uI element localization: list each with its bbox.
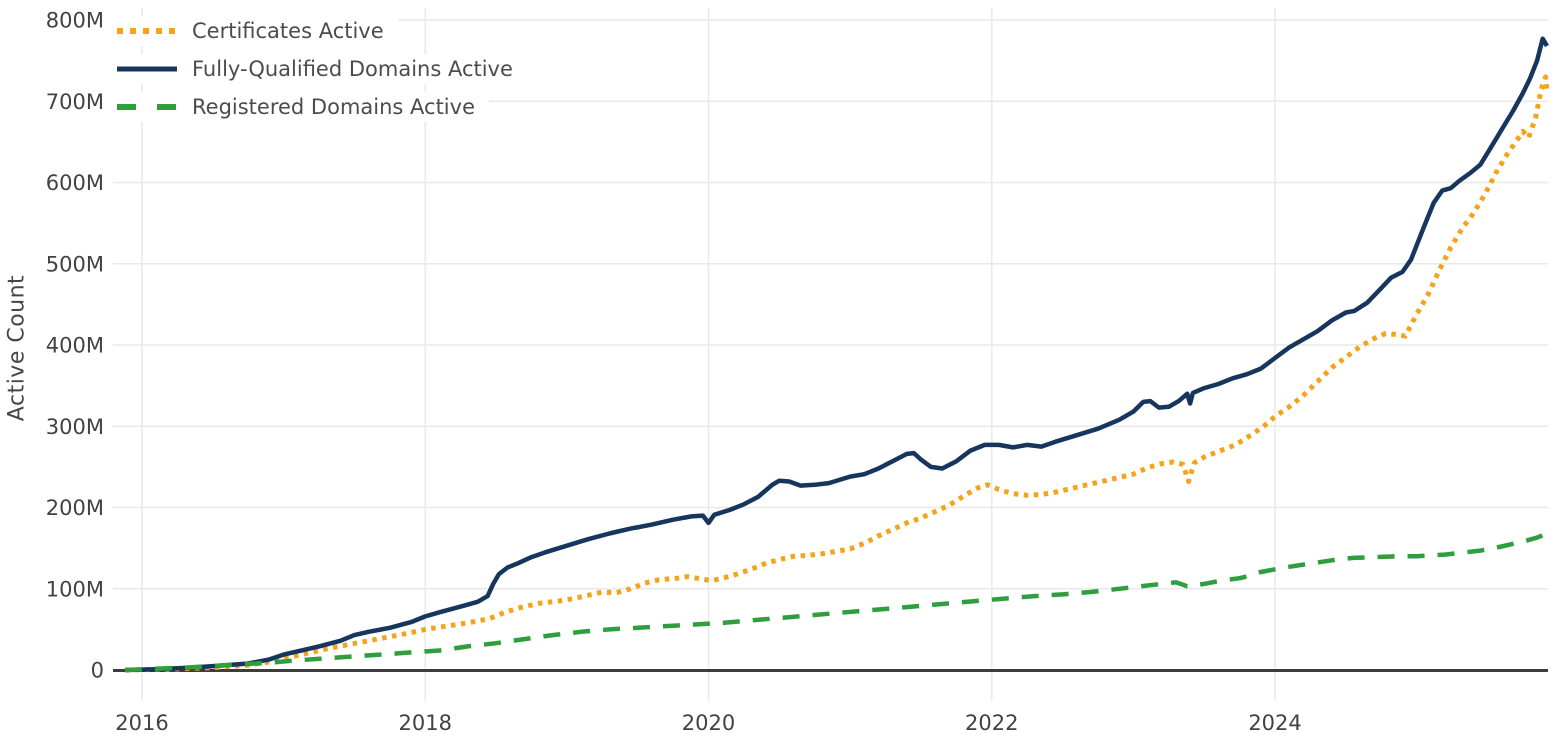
y-tick-label-700M: 700M xyxy=(46,90,104,114)
legend-item-fully-qualified-domains-active[interactable]: Fully-Qualified Domains Active xyxy=(108,54,527,84)
legend-label: Certificates Active xyxy=(192,19,384,43)
y-tick-label-500M: 500M xyxy=(46,252,104,276)
y-tick-label-600M: 600M xyxy=(46,171,104,195)
y-tick-label-400M: 400M xyxy=(46,334,104,358)
y-axis-title: Active Count xyxy=(4,274,30,422)
legend-item-registered-domains-active[interactable]: Registered Domains Active xyxy=(108,92,489,122)
series-line-registered-domains-active[interactable] xyxy=(124,531,1548,673)
x-tick-label-2016: 2016 xyxy=(115,711,168,735)
x-tick-label-2022: 2022 xyxy=(965,711,1018,735)
y-tick-label-0: 0 xyxy=(91,659,104,683)
y-tick-label-800M: 800M xyxy=(46,9,104,33)
dashed-line-swatch-icon xyxy=(117,104,177,110)
y-tick-label-300M: 300M xyxy=(46,415,104,439)
series-line-certificates-active[interactable] xyxy=(124,74,1550,673)
x-tick-label-2024: 2024 xyxy=(1248,711,1301,735)
solid-line-swatch-icon xyxy=(117,66,177,72)
legend-label: Registered Domains Active xyxy=(192,95,475,119)
legend-item-certificates-active[interactable]: Certificates Active xyxy=(108,16,398,46)
dotted-line-swatch-icon xyxy=(117,28,177,34)
legend-label: Fully-Qualified Domains Active xyxy=(192,57,513,81)
legend: Certificates Active Fully-Qualified Doma… xyxy=(108,16,527,130)
x-tick-label-2018: 2018 xyxy=(399,711,452,735)
y-tick-label-100M: 100M xyxy=(46,577,104,601)
series-line-fully-qualified-domains-active[interactable] xyxy=(124,36,1549,673)
x-tick-label-2020: 2020 xyxy=(682,711,735,735)
y-tick-label-200M: 200M xyxy=(46,496,104,520)
